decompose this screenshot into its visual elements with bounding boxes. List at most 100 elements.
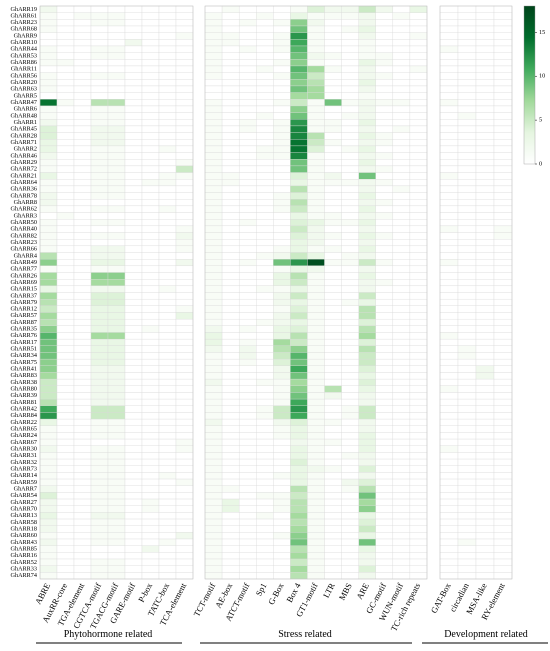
heat-cell [475,59,495,67]
heat-cell [256,338,274,346]
heat-cell [175,179,194,187]
column-label: LTR [321,581,337,599]
heat-cell [341,405,359,413]
heat-cell [307,165,325,173]
heat-cell [141,532,160,540]
heat-cell [375,292,394,300]
heat-cell [158,112,177,120]
heat-cell [204,99,223,107]
heat-cell [307,358,325,366]
heat-cell [73,199,92,207]
heat-cell [124,145,143,153]
heat-cell [221,485,240,493]
heat-cell [238,79,257,87]
heat-cell [457,119,477,127]
heat-cell [324,412,342,420]
heat-cell [457,518,477,526]
heat-cell [73,252,92,260]
heat-cell [273,365,291,373]
heat-cell [457,19,477,27]
heat-cell [256,85,274,93]
heat-cell [457,405,477,413]
heat-cell [158,452,177,460]
heat-cell [375,225,394,233]
heat-cell [307,498,325,506]
heat-cell [358,72,376,80]
heat-cell [493,545,513,553]
row-label: GhARR81 [11,399,37,406]
heat-cell [256,5,274,13]
heat-cell [141,239,160,247]
heat-cell [90,12,109,20]
heat-cell [358,418,376,426]
heat-cell [475,145,495,153]
heat-cell [392,525,411,533]
heat-cell [56,285,75,293]
heat-cell [375,492,394,500]
heat-cell [238,45,257,53]
heat-cell [358,85,376,93]
heat-cell [107,532,126,540]
heat-cell [493,312,513,320]
heat-cell [409,292,428,300]
heat-cell [221,338,240,346]
heat-cell [409,552,428,560]
heat-cell [341,232,359,240]
heat-cell [341,332,359,340]
heat-cell [341,52,359,60]
heat-cell [124,192,143,200]
heat-cell [341,239,359,247]
heat-cell [124,525,143,533]
heat-cell [375,325,394,333]
heat-cell [141,285,160,293]
heat-cell [273,79,291,87]
heat-cell [409,572,428,580]
heat-cell [90,518,109,526]
heat-cell [175,199,194,207]
heat-cell [375,418,394,426]
heat-cell [39,565,58,573]
heat-cell [358,432,376,440]
heat-cell [256,305,274,313]
heat-cell [439,398,459,406]
heat-cell [107,332,126,340]
heat-cell [475,478,495,486]
heat-cell [475,545,495,553]
heat-cell [439,412,459,420]
column-label: ARE [354,581,371,601]
heat-cell [290,538,308,546]
heat-cell [107,352,126,360]
heat-cell [341,45,359,53]
heat-cell [457,385,477,393]
heat-cell [238,252,257,260]
heat-cell [90,139,109,147]
heat-cell [238,445,257,453]
heat-cell [175,445,194,453]
heat-cell [324,245,342,253]
heat-cell [409,485,428,493]
heat-cell [439,205,459,213]
heat-cell [375,199,394,207]
heat-cell [409,492,428,500]
heat-cell [439,179,459,187]
heat-cell [204,332,223,340]
heat-cell [457,572,477,580]
heat-cell [290,199,308,207]
heat-cell [107,538,126,546]
heat-cell [124,505,143,513]
heat-cell [409,505,428,513]
heat-cell [90,292,109,300]
heat-cell [90,25,109,33]
heat-cell [307,392,325,400]
heat-cell [256,39,274,47]
heat-cell [324,172,342,180]
heat-cell [39,139,58,147]
heat-cell [457,39,477,47]
heat-cell [358,532,376,540]
heat-cell [124,199,143,207]
heat-cell [221,392,240,400]
heat-cell [175,545,194,553]
heat-cell [439,192,459,200]
heat-cell [493,372,513,380]
heat-cell [392,485,411,493]
